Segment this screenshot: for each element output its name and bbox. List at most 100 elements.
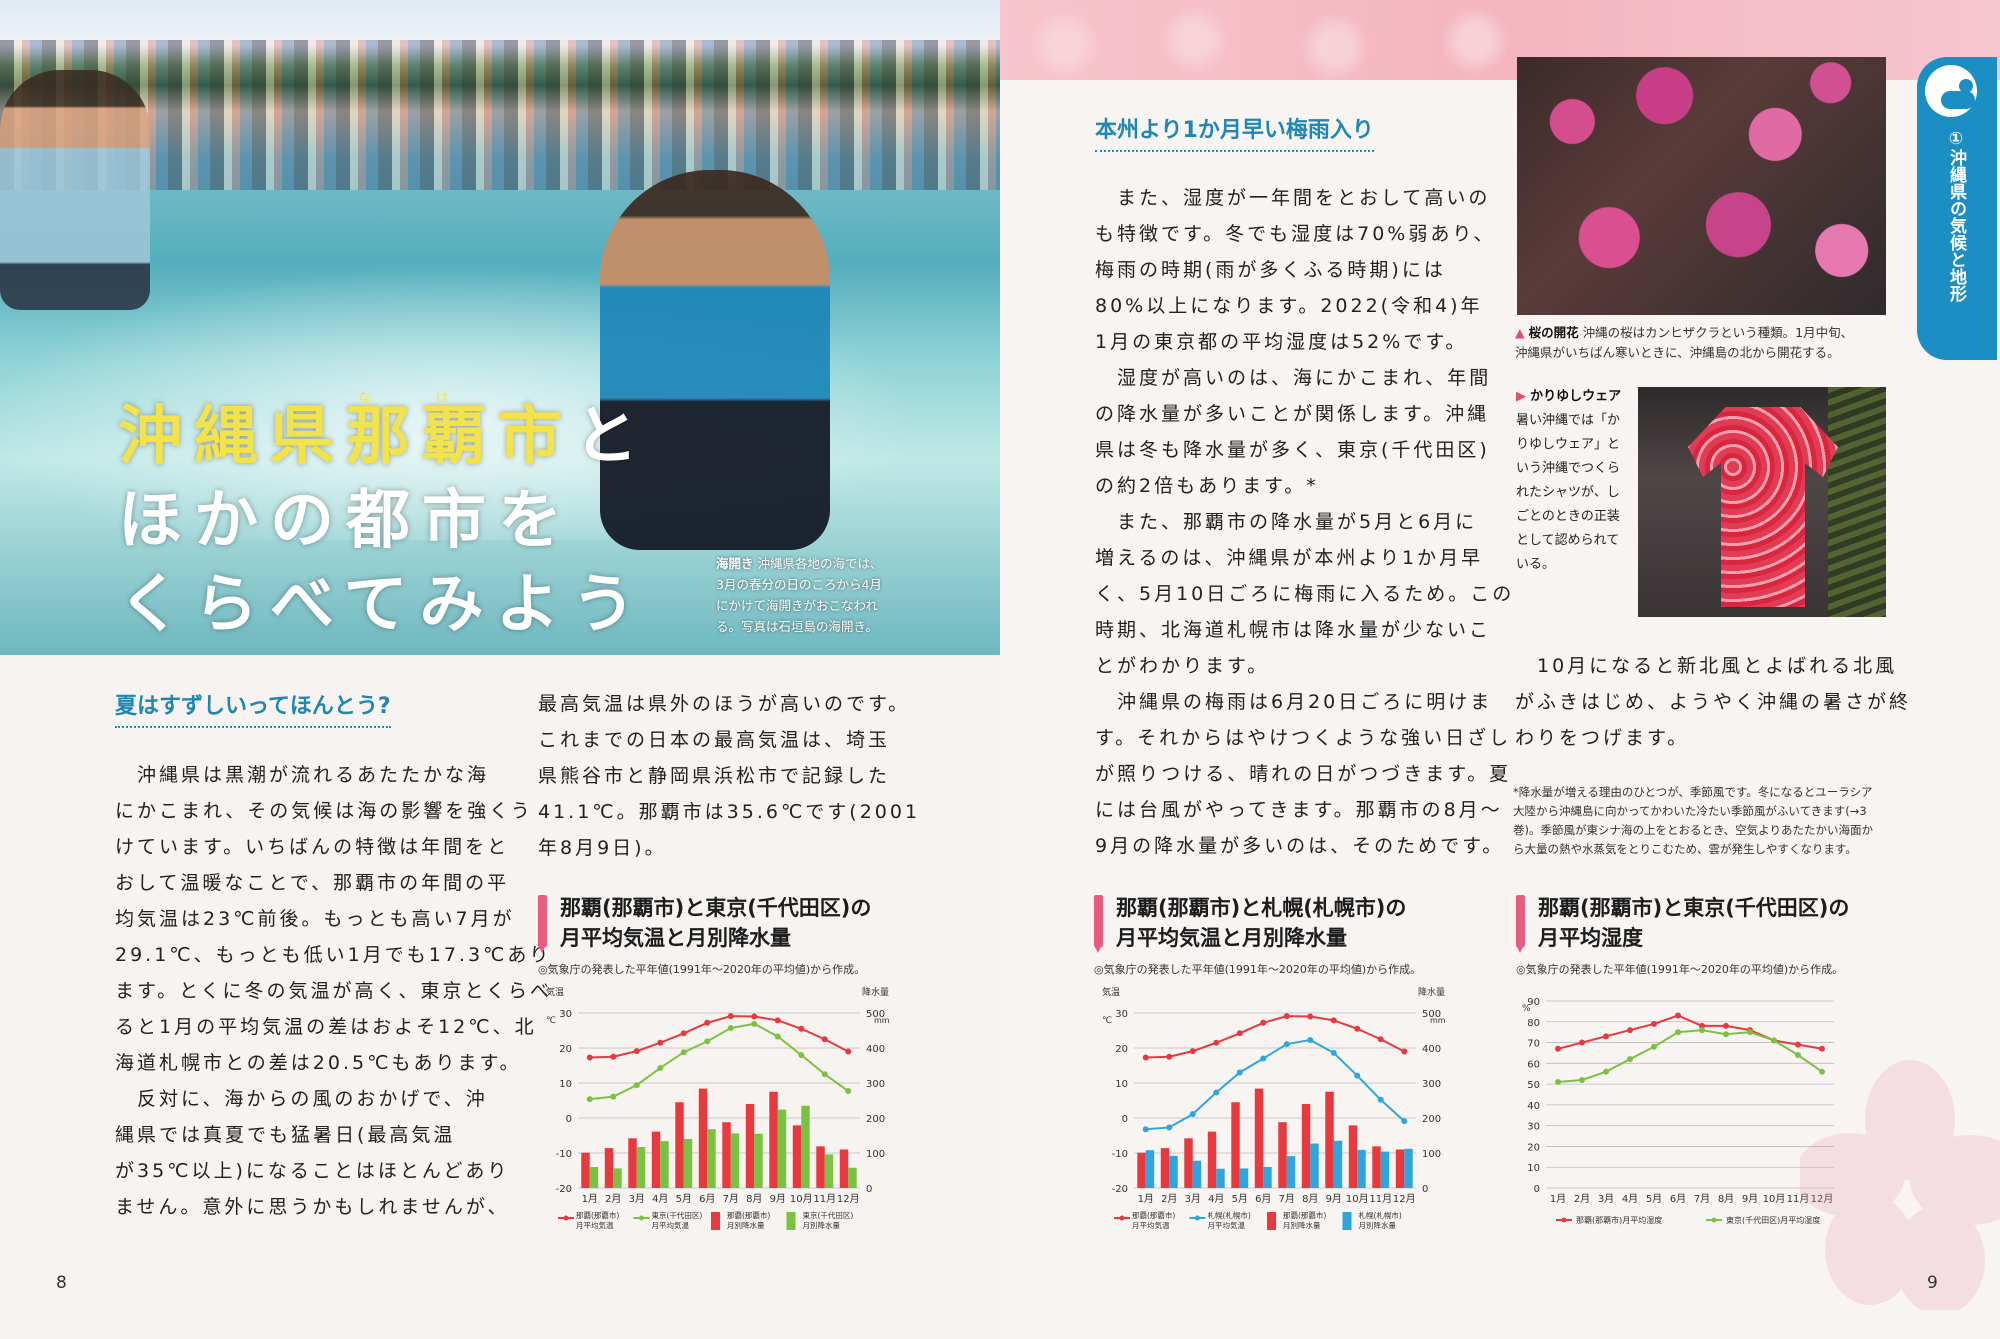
temperature-point [1260,1055,1267,1062]
x-tick-label: 2月 [1161,1193,1177,1205]
x-tick-label: 8月 [746,1193,762,1205]
right-tick-label: 100 [1422,1149,1441,1160]
right-tick-label: 200 [1422,1114,1441,1125]
precip-bar [636,1147,646,1188]
temperature-point [845,1048,852,1055]
section-title-tsuyu: 本州より1か月早い梅雨入り [1095,112,1374,152]
headline-ruby-ha: は [436,391,450,406]
legend-label: 東京(千代田区) [803,1210,854,1220]
humidity-point [1675,1029,1681,1036]
temperature-point [704,1019,711,1026]
right-axis-unit: mm [874,1016,890,1025]
x-tick-label: 3月 [1185,1193,1201,1205]
x-tick-label: 4月 [1208,1193,1224,1205]
chart-title-line: 那覇(那覇市)と札幌(札幌市)の [1116,896,1407,920]
x-tick-label: 9月 [770,1193,786,1205]
precip-bar [1357,1149,1366,1188]
body-line: の約2倍もあります。* [1095,475,1319,497]
precip-bar [1184,1138,1193,1188]
caption-line: れたシャツが、し [1516,485,1620,500]
right-tick-label: 500 [1422,1009,1441,1020]
left-tick-label: 20 [559,1044,572,1055]
left-tick-label: 30 [1115,1009,1128,1020]
footnote: *降水量が増える理由のひとつが、季節風です。冬になるとユーラシア 大陸から沖縄島… [1513,783,1893,859]
x-tick-label: 2月 [605,1193,621,1205]
temperature-line [589,1022,849,1101]
body-line: 沖縄県の梅雨は6月20日ごろに明けま [1095,691,1493,713]
body-line: の降水量が多いことが関係します。沖縄 [1095,403,1490,425]
left-tick-label: 0 [1122,1114,1128,1125]
body-line: また、那覇市の降水量が5月と6月に [1095,511,1478,533]
legend-bar-swatch [711,1212,720,1230]
legend-label: 那覇(那覇市) [576,1210,619,1220]
humidity-point [1723,1022,1729,1029]
crowd-image-area [0,40,1000,190]
precip-bar [1207,1131,1217,1188]
temperature-point [1283,1041,1290,1048]
headline-naha: 那覇市 [346,400,574,474]
x-tick-label: 3月 [1598,1193,1614,1205]
temperature-point [1213,1039,1220,1046]
precip-bar [683,1139,693,1188]
body-line: には台風がやってきます。那覇市の8月〜 [1095,799,1503,821]
temperature-point [1354,1025,1361,1032]
y-tick-label: 80 [1527,1018,1540,1029]
humidity-point [1699,1022,1705,1029]
legend-label: 那覇(那覇市) [727,1210,770,1220]
temperature-point [610,1093,617,1100]
y-tick-label: 0 [1534,1184,1540,1195]
body-line: ると1月の平均気温の差はおよそ12℃、北 [115,1016,537,1038]
temperature-point [1307,1013,1314,1020]
precip-bar [1145,1150,1155,1188]
x-tick-label: 11月 [1369,1193,1392,1205]
legend-label: 月別降水量 [1283,1220,1321,1230]
chart-title-line: 那覇(那覇市)と東京(千代田区)の [1538,896,1850,920]
humidity-point [1819,1068,1825,1075]
y-tick-label: 40 [1527,1101,1540,1112]
left-column-2: 最高気温は県外のほうが高いのです。 これまでの日本の最高気温は、埼玉 県熊谷市と… [538,686,920,866]
x-tick-label: 7月 [1694,1193,1710,1205]
weather-icon [1925,65,1977,117]
left-tick-label: 20 [1115,1044,1128,1055]
chapter-side-tab[interactable]: ①沖縄県の気候と地形 [1917,57,1997,360]
headline-okinawa: 沖縄県 [118,400,346,474]
humidity-point [1675,1012,1681,1019]
caption-line: いる。 [1516,557,1556,572]
body-line: 9月の降水量が多いのは、そのためです。 [1095,835,1505,857]
cherry-blossom-caption: ▲ 桜の開花 沖縄の桜はカンヒザクラという種類。1月中旬、 沖縄県がいちばん寒い… [1515,323,1895,363]
precip-bar [1395,1149,1405,1188]
page-number-left: 8 [56,1273,67,1293]
humidity-point [1651,1020,1657,1027]
temperature-point [1401,1118,1408,1125]
footnote-line: 大陸から沖縄島に向かってかわいた冷たい季節風がふいてきます(→3 [1513,804,1867,818]
right-axis-label: 降水量 [862,986,889,998]
headline-line-1: 沖縄県那覇市と [118,395,678,479]
temperature-point [1307,1036,1314,1043]
axis-unit: % [1522,1004,1531,1014]
humidity-point [1795,1041,1801,1048]
body-line: とがわかります。 [1095,655,1270,677]
temperature-point [1236,1030,1243,1037]
legend-label: 月別降水量 [727,1220,765,1230]
temperature-point [657,1064,664,1071]
x-tick-label: 9月 [1326,1193,1342,1205]
temperature-point [821,1036,828,1043]
body-line: おして温暖なことで、那覇市の年間の平 [115,872,510,894]
chart-title: 那覇(那覇市)と東京(千代田区)の 月平均気温と月別降水量 [538,893,898,953]
body-line: 県は冬も降水量が多く、東京(千代田区) [1095,439,1490,461]
body-line: が35℃以上)になることはほとんどあり [115,1160,510,1182]
body-line: 沖縄県は黒潮が流れるあたたかな海 [115,764,490,786]
body-line: わりをつげます。 [1515,727,1690,749]
chart-title-line: 那覇(那覇市)と東京(千代田区)の [560,896,872,920]
temperature-point [1330,1049,1337,1056]
legend-bar-swatch [786,1212,796,1230]
right-tick-label: 200 [866,1114,885,1125]
x-tick-label: 4月 [1622,1193,1638,1205]
chart-naha-tokyo-humidity: 那覇(那覇市)と東京(千代田区)の 月平均湿度 ◎気象庁の発表した平年値(199… [1516,893,1886,1249]
hibiscus-pattern [1300,12,1370,82]
body-line: く、5月10日ごろに梅雨に入るため。この [1095,583,1515,605]
temperature-point [1283,1013,1290,1020]
temperature-point [1166,1124,1173,1131]
legend-label: 月平均気温 [1208,1220,1246,1230]
x-tick-label: 1月 [582,1193,598,1205]
